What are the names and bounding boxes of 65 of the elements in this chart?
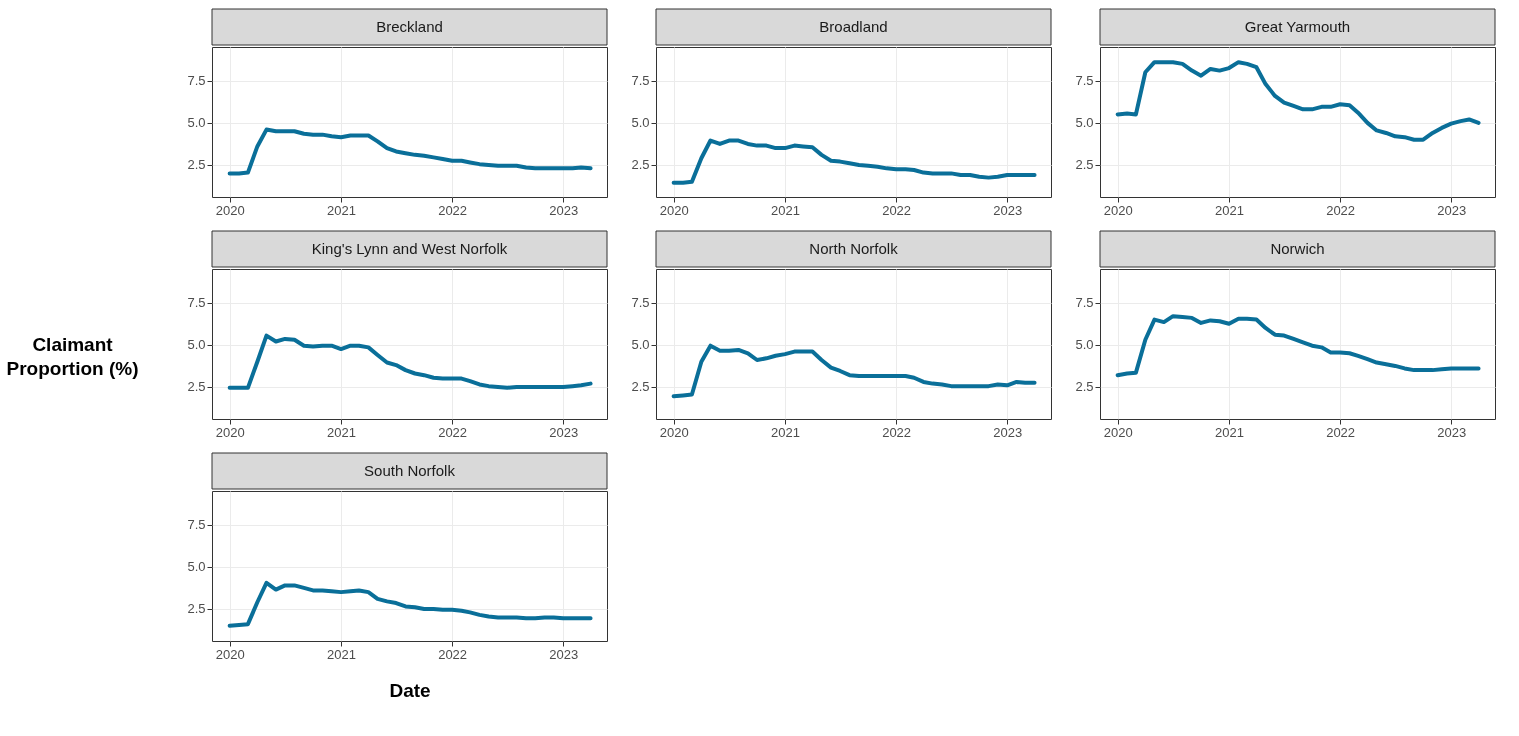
chart-title: Great Yarmouth (1244, 18, 1351, 35)
x-tick-label: 2022 (438, 202, 468, 218)
x-tick-label: 2022 (1326, 424, 1356, 440)
chart-title: South Norfolk (364, 462, 456, 479)
y-tick-label: 7.5 (1075, 295, 1094, 311)
x-tick-label: 2020 (1103, 202, 1133, 218)
line-series (1115, 314, 1481, 378)
y-tick-label: 5.0 (187, 337, 206, 353)
chart-title: Norwich (1270, 240, 1325, 257)
x-tick-label: 2021 (1215, 202, 1244, 218)
x-tick-label: 2021 (327, 646, 356, 662)
x-tick-label: 2020 (659, 202, 689, 218)
x-tick-label: 2021 (1215, 424, 1244, 440)
x-tick-label: 2023 (549, 424, 579, 440)
x-tick-label: 2022 (1326, 202, 1356, 218)
x-tick-label: 2021 (771, 424, 800, 440)
y-tick-label: 5.0 (187, 115, 206, 131)
x-axis-title: Date (389, 679, 431, 701)
y-tick-label: 2.5 (631, 379, 650, 395)
x-tick-label: 2022 (438, 424, 468, 440)
y-tick-label: 7.5 (1075, 73, 1094, 89)
y-tick-label: 5.0 (631, 337, 650, 353)
x-tick-label: 2023 (993, 424, 1023, 440)
y-tick-label: 5.0 (187, 559, 206, 575)
y-tick-label: 2.5 (631, 157, 650, 173)
y-tick-label: 5.0 (631, 115, 650, 131)
y-tick-label: 2.5 (187, 157, 206, 173)
y-tick-label: 5.0 (1075, 115, 1094, 131)
x-tick-label: 2020 (215, 424, 245, 440)
y-tick-label: 7.5 (187, 295, 206, 311)
line-series (227, 127, 593, 176)
y-axis-title: Claimant Proportion (%) (6, 333, 139, 379)
x-tick-label: 2023 (1437, 202, 1467, 218)
y-tick-label: 2.5 (1075, 379, 1094, 395)
chart-title: North Norfolk (809, 240, 899, 257)
line-series (1115, 60, 1481, 142)
x-tick-label: 2023 (993, 202, 1023, 218)
x-tick-label: 2021 (771, 202, 800, 218)
x-tick-label: 2023 (1437, 424, 1467, 440)
x-tick-label: 2023 (549, 646, 579, 662)
chart-title: Broadland (819, 18, 888, 35)
y-tick-label: 7.5 (187, 517, 206, 533)
line-series (671, 343, 1037, 399)
line-series (671, 138, 1037, 185)
y-tick-label: 2.5 (1075, 157, 1094, 173)
y-tick-label: 5.0 (1075, 337, 1094, 353)
x-tick-label: 2020 (659, 424, 689, 440)
x-tick-label: 2021 (327, 424, 356, 440)
line-series (227, 580, 593, 628)
y-tick-label: 2.5 (187, 379, 206, 395)
x-tick-label: 2022 (438, 646, 468, 662)
y-tick-label: 7.5 (631, 295, 650, 311)
y-tick-label: 7.5 (187, 73, 206, 89)
x-tick-label: 2020 (215, 202, 245, 218)
x-tick-label: 2022 (882, 424, 912, 440)
chart-title: King's Lynn and West Norfolk (311, 240, 508, 257)
x-tick-label: 2023 (549, 202, 579, 218)
x-tick-label: 2021 (327, 202, 356, 218)
y-tick-label: 7.5 (631, 73, 650, 89)
y-tick-label: 2.5 (187, 601, 206, 617)
x-tick-label: 2020 (1103, 424, 1133, 440)
line-series (227, 333, 593, 390)
x-tick-label: 2022 (882, 202, 912, 218)
chart-title: Breckland (376, 18, 443, 35)
x-tick-label: 2020 (215, 646, 245, 662)
